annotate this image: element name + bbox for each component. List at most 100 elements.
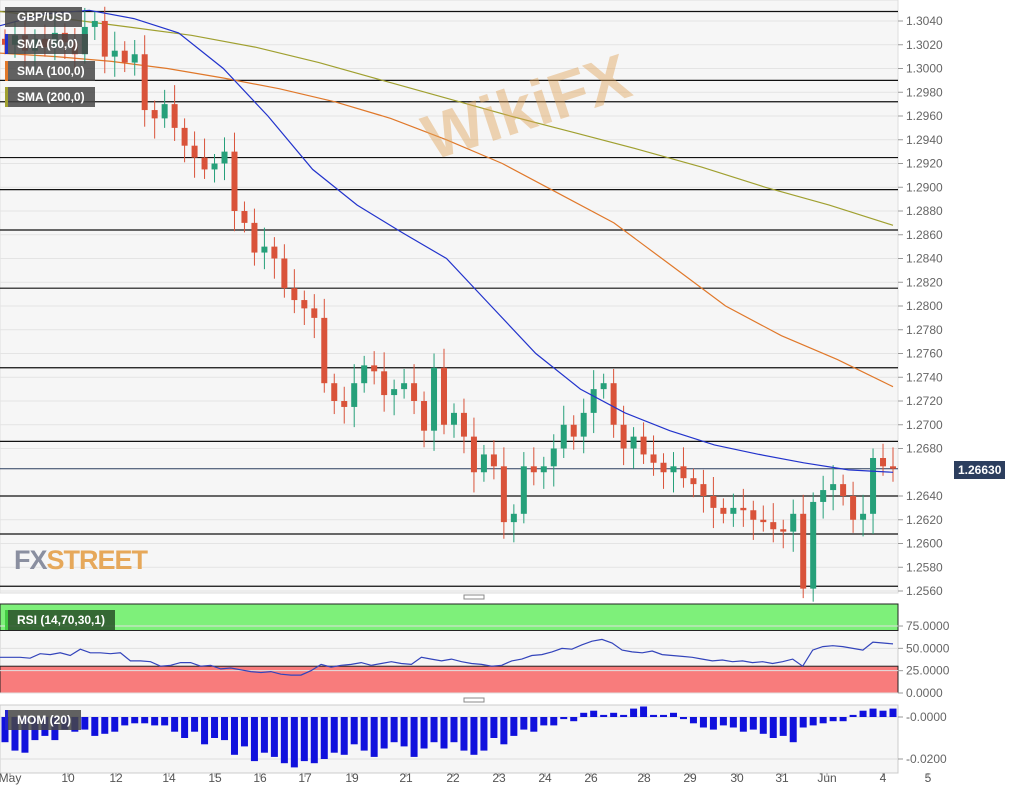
mom-bar <box>669 712 677 717</box>
mom-bar <box>430 717 438 743</box>
logo-fx: FX <box>14 545 48 575</box>
rsi-tick-label: 50.0000 <box>906 641 950 655</box>
rsi-label[interactable]: RSI (14,70,30,1) <box>5 610 116 630</box>
mom-bar <box>250 717 258 762</box>
mom-bar <box>11 717 19 751</box>
price-tick-label: 1.2640 <box>906 489 943 503</box>
mom-bar <box>400 717 408 747</box>
x-tick-label: 10 <box>61 771 75 785</box>
x-tick-label: 24 <box>538 771 552 785</box>
candle-body <box>600 383 607 390</box>
sma200-label[interactable]: SMA (200,0) <box>5 87 95 107</box>
mom-bar <box>290 717 298 768</box>
candle-body <box>840 484 847 496</box>
sma100-label[interactable]: SMA (100,0) <box>5 61 95 81</box>
price-tick-label: 1.2740 <box>906 370 943 384</box>
mom-bar <box>759 717 767 734</box>
mom-bar <box>590 710 598 717</box>
mom-bar <box>191 717 199 732</box>
mom-bar <box>560 717 568 720</box>
candle-body <box>381 371 388 396</box>
candle-body <box>720 507 727 514</box>
mom-bar <box>161 717 169 726</box>
candle-body <box>131 54 138 63</box>
candle-body <box>570 424 577 437</box>
mom-bar <box>829 717 837 722</box>
mom-bar <box>121 717 129 726</box>
mom-bar <box>470 717 478 755</box>
mom-bar <box>550 717 558 726</box>
candle-body <box>480 454 487 473</box>
price-tick-label: 1.2940 <box>906 133 943 147</box>
candle-body <box>281 258 288 289</box>
mom-bar <box>859 710 867 717</box>
candle-body <box>271 246 278 259</box>
candle-body <box>151 110 158 119</box>
candle-body <box>590 389 597 413</box>
candle-body <box>580 412 587 437</box>
candle-body <box>441 367 448 425</box>
candle-body <box>460 412 467 437</box>
candle-body <box>880 458 887 467</box>
candle-body <box>790 513 797 532</box>
rsi-swatch <box>5 610 8 630</box>
mom-bar <box>520 717 528 730</box>
mom-panel-bg <box>0 704 899 774</box>
mom-bar <box>699 717 707 728</box>
mom-bar <box>211 717 219 738</box>
price-tick-label: 1.2840 <box>906 252 943 266</box>
fxstreet-logo: FXSTREET <box>14 545 148 576</box>
candle-body <box>450 412 457 425</box>
mom-bar <box>410 717 418 757</box>
mom-tick-label: -0.0000 <box>906 710 947 724</box>
price-tick-label: 1.2720 <box>906 394 943 408</box>
mom-bar <box>181 717 189 738</box>
current-price-tag: 1.26630 <box>954 461 1006 479</box>
candle-body <box>850 496 857 520</box>
candle-body <box>690 478 697 485</box>
candle-body <box>251 222 258 253</box>
mom-bar <box>510 717 518 736</box>
candle-body <box>421 401 428 431</box>
price-tick-label: 1.2600 <box>906 537 943 551</box>
price-tick-label: 1.2860 <box>906 228 943 242</box>
mom-label[interactable]: MOM (20) <box>5 710 81 730</box>
candle-body <box>750 510 757 520</box>
price-tick-label: 1.2560 <box>906 584 943 598</box>
sma50-text: SMA (50,0) <box>17 37 78 51</box>
mom-bar <box>460 717 468 751</box>
candle-body <box>530 466 537 473</box>
x-tick-label: 5 <box>925 771 932 785</box>
candle-body <box>241 211 248 223</box>
x-tick-label: 30 <box>730 771 744 785</box>
x-tick-label: 4 <box>880 771 887 785</box>
mom-bar <box>719 717 727 726</box>
candle-body <box>520 466 527 514</box>
candle-body <box>311 308 318 318</box>
panel-resize-grip <box>463 594 485 600</box>
mom-bar <box>350 717 358 745</box>
candle-body <box>550 448 557 467</box>
candle-body <box>610 383 617 425</box>
price-tick-label: 1.2900 <box>906 180 943 194</box>
mom-bar <box>799 717 807 728</box>
candle-body <box>870 458 877 514</box>
x-tick-label: 26 <box>584 771 598 785</box>
mom-bar <box>650 714 658 717</box>
mom-bar <box>660 714 668 717</box>
mom-bar <box>580 712 588 717</box>
candle-body <box>341 401 348 407</box>
x-tick-label: 31 <box>775 771 789 785</box>
mom-bar <box>141 717 149 724</box>
mom-bar <box>131 717 139 724</box>
mom-bar <box>570 717 578 722</box>
candle-body <box>500 466 507 523</box>
sma50-label[interactable]: SMA (50,0) <box>5 34 88 54</box>
price-tick-label: 1.2960 <box>906 109 943 123</box>
price-tick-label: 1.2780 <box>906 323 943 337</box>
mom-bar <box>340 717 348 755</box>
candle-body <box>201 157 208 170</box>
candle-body <box>540 466 547 473</box>
mom-bar <box>819 717 827 724</box>
